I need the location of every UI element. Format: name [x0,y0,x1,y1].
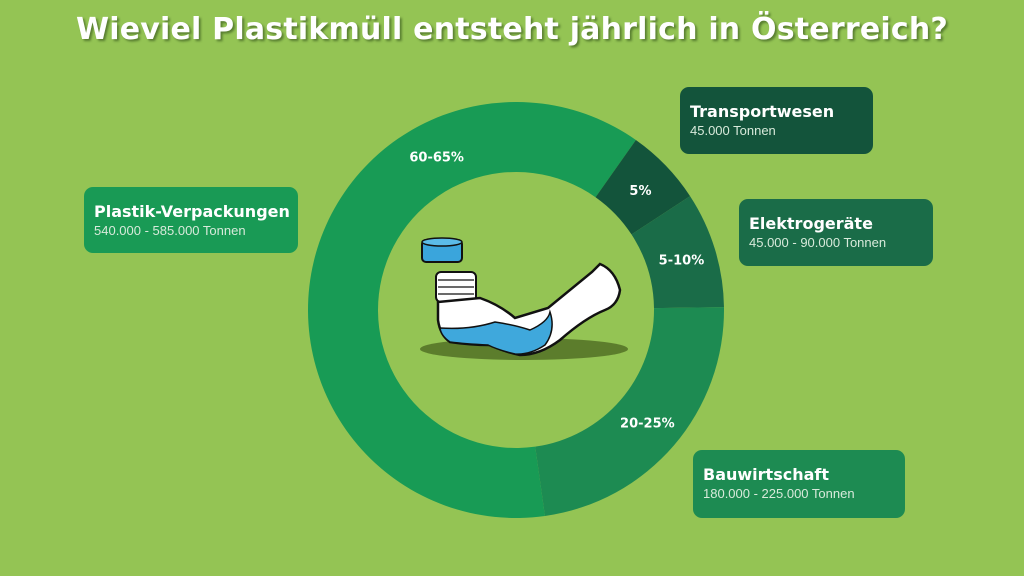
legend-box-transportwesen: Transportwesen 45.000 Tonnen [680,87,873,154]
legend-name: Transportwesen [690,102,835,121]
legend-box-bauwirtschaft: Bauwirtschaft 180.000 - 225.000 Tonnen [693,450,905,518]
segment-label: 5-10% [659,253,705,268]
legend-tonnage: 540.000 - 585.000 Tonnen [94,223,246,238]
legend-name: Plastik-Verpackungen [94,202,290,221]
legend-box-plastik-verpackungen: Plastik-Verpackungen 540.000 - 585.000 T… [84,187,298,253]
segment-label: 5% [629,184,651,199]
donut-segment-0 [308,101,636,518]
segment-label: 20-25% [620,417,675,432]
bottle-cap-icon [421,237,463,263]
donut-segment-3 [535,307,725,516]
legend-tonnage: 45.000 - 90.000 Tonnen [749,235,887,250]
donut-segment-2 [631,196,724,309]
segment-label: 60-65% [409,150,464,165]
legend-name: Bauwirtschaft [703,465,829,484]
legend-name: Elektrogeräte [749,214,873,233]
bottle-illustration [420,237,628,360]
chart-title: Wieviel Plastikmüll entsteht jährlich in… [75,12,949,47]
donut-segment-1 [595,140,691,235]
legend-tonnage: 180.000 - 225.000 Tonnen [703,486,855,501]
legend-tonnage: 45.000 Tonnen [690,123,776,138]
legend-box-elektrogeraete: Elektrogeräte 45.000 - 90.000 Tonnen [739,199,933,266]
